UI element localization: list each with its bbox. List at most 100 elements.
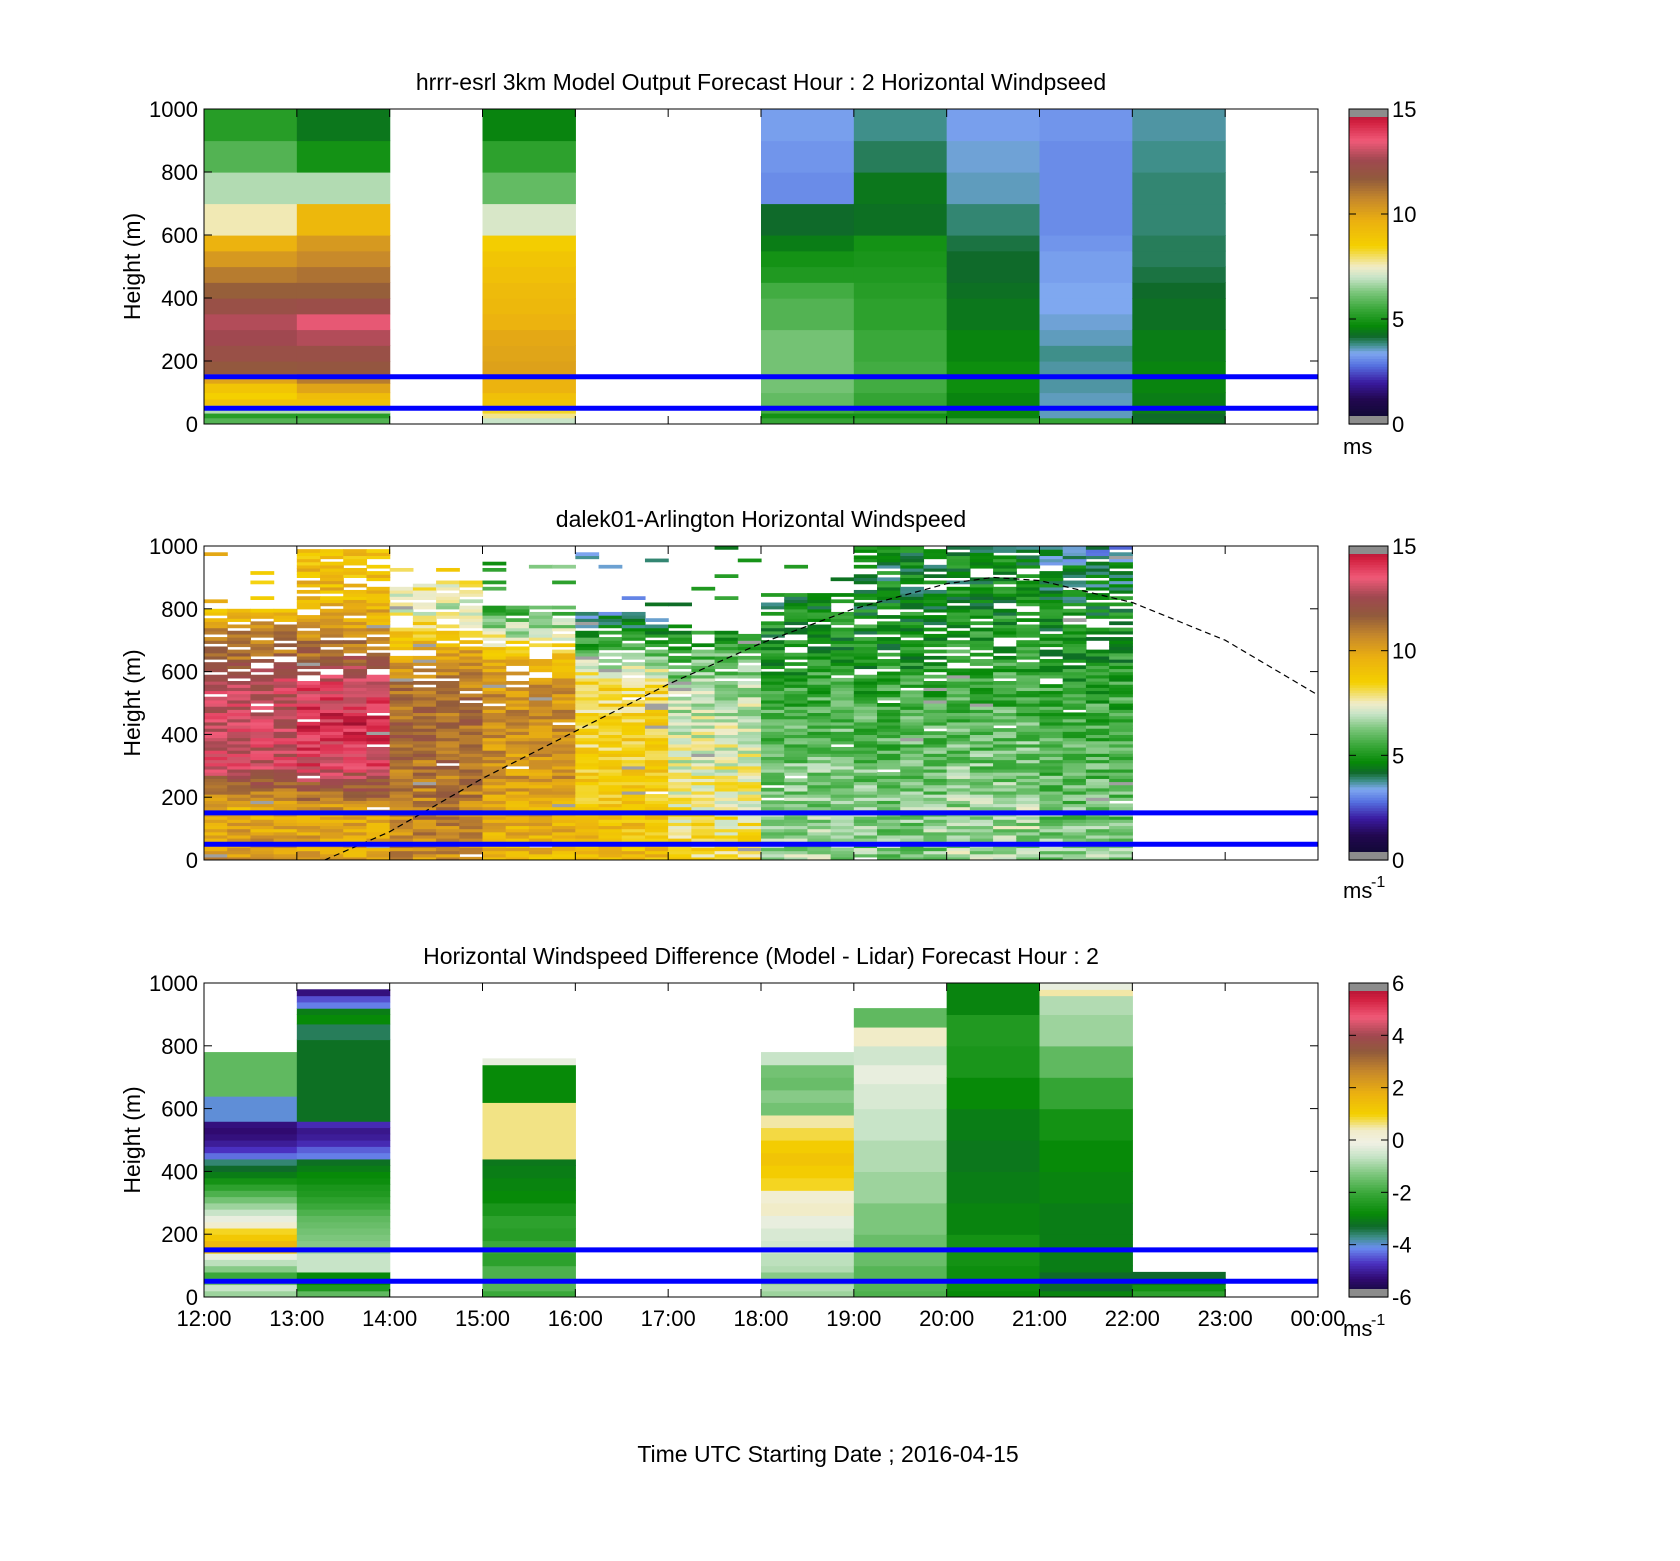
heatmap-cell (668, 681, 692, 685)
heatmap-cell (644, 674, 669, 679)
heatmap-cell (250, 825, 275, 830)
heatmap-cell (946, 856, 971, 860)
heatmap-cell (714, 794, 739, 798)
heatmap-cell (644, 693, 669, 698)
heatmap-cell (436, 838, 460, 842)
heatmap-cell (1016, 784, 1041, 789)
heatmap-cell (343, 583, 368, 588)
heatmap-cell (644, 803, 669, 808)
heatmap-cell (761, 822, 785, 827)
heatmap-cell (877, 753, 901, 757)
heatmap-cell (737, 831, 762, 836)
heatmap-cell (691, 693, 716, 698)
heatmap-cell (784, 718, 809, 723)
heatmap-cell (273, 838, 298, 842)
heatmap-cell (250, 740, 275, 745)
heatmap-cell (691, 586, 716, 591)
heatmap-cell (761, 1064, 855, 1078)
y-tick-label: 400 (161, 1159, 198, 1184)
heatmap-cell (482, 853, 507, 858)
heatmap-cell (366, 605, 391, 610)
heatmap-cell (668, 743, 692, 748)
heatmap-cell (830, 847, 855, 852)
heatmap-cell (691, 715, 716, 720)
heatmap-cell (436, 721, 460, 726)
heatmap-cell (714, 646, 739, 651)
heatmap-cell (227, 850, 252, 855)
heatmap-cell (296, 1253, 391, 1273)
heatmap-cell (204, 762, 228, 767)
heatmap-cell (853, 1265, 948, 1292)
heatmap-cell (877, 684, 901, 688)
heatmap-cell (946, 571, 971, 575)
heatmap-cell (946, 412, 1041, 419)
heatmap-cell (969, 822, 994, 827)
heatmap-cell (877, 750, 901, 754)
heatmap-cell (366, 564, 391, 569)
heatmap-cell (389, 778, 414, 783)
heatmap-cell (853, 655, 878, 660)
heatmap-cell (575, 709, 600, 714)
heatmap-cell (853, 235, 948, 252)
heatmap-cell (366, 853, 391, 858)
heatmap-cell (296, 703, 321, 707)
heatmap-cell (1109, 615, 1133, 619)
heatmap-cell (482, 838, 507, 842)
heatmap-cell (621, 706, 646, 710)
heatmap-cell (923, 731, 948, 735)
heatmap-cell (436, 784, 460, 789)
heatmap-cell (923, 819, 948, 823)
heatmap-cell (877, 621, 901, 626)
heatmap-cell (737, 816, 762, 820)
heatmap-cell (505, 718, 530, 723)
heatmap-cell (1062, 728, 1087, 732)
heatmap-cell (1016, 850, 1041, 855)
heatmap-cell (784, 831, 809, 836)
heatmap-cell (644, 696, 669, 701)
heatmap-cell (250, 838, 275, 842)
heatmap-cell (459, 724, 484, 729)
heatmap-cell (807, 687, 832, 692)
heatmap-cell (575, 737, 600, 742)
heatmap-cell (482, 699, 507, 704)
heatmap-cell (528, 731, 553, 735)
heatmap-cell (389, 596, 414, 600)
heatmap-cell (1016, 831, 1041, 836)
heatmap-cell (923, 665, 948, 670)
heatmap-cell (946, 768, 971, 773)
heatmap-cell (320, 715, 344, 720)
heatmap-cell (320, 847, 344, 852)
heatmap-cell (621, 621, 646, 626)
heatmap-cell (227, 784, 252, 789)
heatmap-cell (273, 618, 298, 622)
heatmap-cell (807, 740, 832, 745)
heatmap-cell (784, 721, 809, 726)
colorbar-unit: ms (1343, 434, 1372, 459)
heatmap-cell (714, 743, 739, 748)
x-tick-label: 17:00 (641, 1306, 696, 1331)
heatmap-cell (552, 737, 576, 742)
heatmap-cell (853, 1171, 948, 1204)
heatmap-cell (1016, 762, 1041, 767)
heatmap-cell (343, 589, 368, 594)
heatmap-cell (969, 709, 994, 714)
heatmap-cell (436, 737, 460, 742)
heatmap-cell (575, 615, 600, 619)
heatmap-cell (528, 621, 553, 626)
heatmap-cell (389, 662, 414, 666)
heatmap-cell (1085, 586, 1110, 591)
heatmap-cell (830, 834, 855, 839)
heatmap-cell (436, 655, 460, 660)
heatmap-cell (459, 740, 484, 745)
dashed-curve (324, 576, 1318, 860)
heatmap-cell (459, 687, 484, 692)
heatmap-cell (412, 674, 437, 679)
heatmap-cell (1109, 649, 1133, 654)
heatmap-cell (505, 806, 530, 811)
heatmap-cell (1016, 759, 1041, 764)
heatmap-cell (204, 731, 228, 735)
heatmap-cell (389, 718, 414, 723)
heatmap-cell (227, 618, 252, 622)
heatmap-cell (644, 687, 669, 692)
